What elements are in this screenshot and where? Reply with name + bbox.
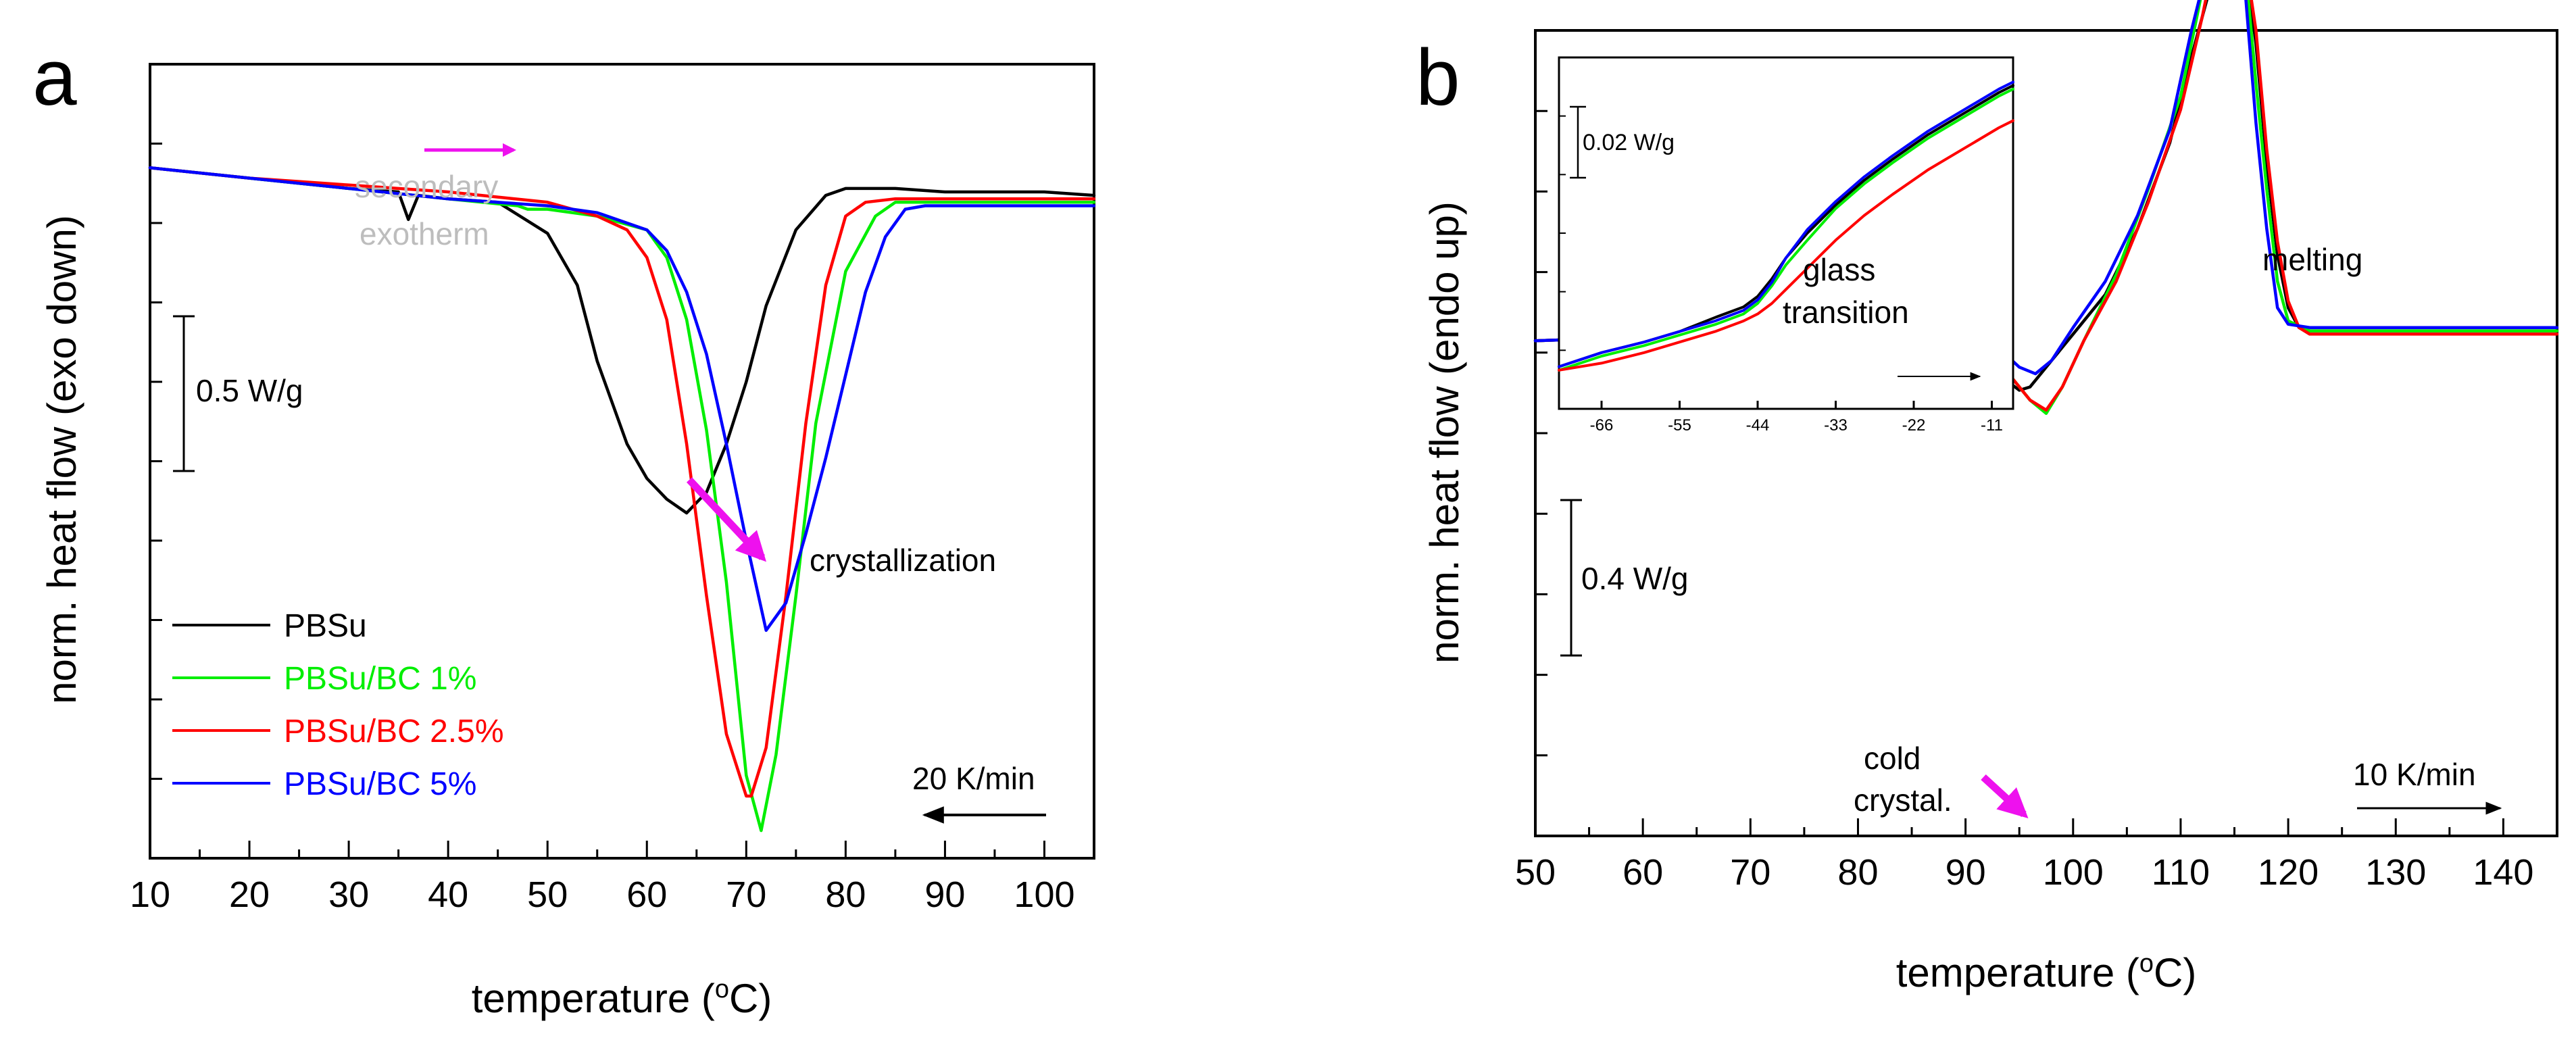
panel-a-x-tick-label: 50	[527, 874, 568, 915]
cold-label: cold	[1864, 741, 1921, 776]
crystallization-arrow	[686, 477, 767, 562]
melting-label: melting	[2262, 242, 2362, 277]
inset-frame	[1558, 56, 2014, 410]
panel-b-y-axis-title: norm. heat flow (endo up)	[1422, 201, 1467, 664]
panel-a-series	[148, 166, 1096, 833]
crystal-label: crystal.	[1854, 783, 1952, 818]
panel-a-x-axis-title: temperature (oC)	[472, 975, 772, 1021]
panel-b-y-ticks	[1535, 29, 1547, 837]
inset-x-tick-label: -55	[1668, 416, 1691, 435]
secondary-label: secondary	[355, 169, 498, 204]
panel-b-x-title-pre: temperature (	[1896, 950, 2139, 995]
inset-series-pbsu-bc-2-5	[1558, 119, 2014, 372]
inset-x-tick-label: -44	[1746, 416, 1770, 435]
panel-a-series-pbsu	[148, 166, 1096, 515]
inset-scale-bar: 0.02 W/g	[1570, 105, 1675, 179]
panel-b-scale-label: 0.4 W/g	[1581, 561, 1689, 596]
panel-a-x-title-degree: o	[715, 975, 729, 1004]
panel-a-x-tick-label: 100	[1014, 874, 1074, 915]
panel-a-x-tick-label: 40	[428, 874, 468, 915]
panel-b-x-ticks: 50 60 70 80 90 100 110 120 130 140	[1515, 818, 2533, 893]
panel-a-y-ticks	[150, 63, 162, 860]
inset-x-tick-label: -22	[1902, 416, 1926, 435]
panel-a-letter: a	[32, 33, 77, 122]
inset-x-tick-label: -66	[1590, 416, 1614, 435]
panel-b-letter: b	[1416, 33, 1460, 122]
panel-a-y-axis-title: norm. heat flow (exo down)	[39, 215, 84, 704]
panel-a-scale-bar: 0.5 W/g	[173, 315, 303, 472]
inset-x-tick-label: -11	[1981, 416, 2003, 435]
panel-a-series-pbsu-bc-2-5	[148, 166, 1096, 798]
crystallization-label: crystallization	[810, 543, 996, 578]
panel-b-x-title-degree: o	[2139, 949, 2154, 978]
panel-a: a 10 20 30 40 50 60 70 80 90 100 norm. heat flow …	[32, 33, 1096, 1021]
inset-series	[1558, 80, 2014, 372]
panel-a-scale-label: 0.5 W/g	[196, 373, 303, 408]
panel-a-x-ticks: 10 20 30 40 50 60 70 80 90 100	[130, 841, 1075, 915]
panel-a-series-pbsu-bc-1	[148, 166, 1096, 833]
panel-b-x-title-post: C)	[2154, 950, 2196, 995]
cold-crystal-arrow	[1981, 774, 2029, 818]
inset: -66 -55 -44 -33 -22 -11 0.02 W/g glass transi…	[1558, 56, 2014, 435]
panel-a-series-pbsu-bc-5	[148, 166, 1096, 633]
panel-b-x-tick-label: 50	[1515, 852, 1556, 893]
glass-label: glass	[1803, 252, 1875, 287]
panel-b: b 50 60 70 80 90 100 110 120 130 140 norm. heat f…	[1416, 0, 2559, 995]
inset-scale-label: 0.02 W/g	[1583, 130, 1675, 155]
panel-b-rate-label: 10 K/min	[2353, 757, 2476, 792]
panel-b-x-tick-label: 140	[2473, 852, 2533, 893]
panel-b-x-tick-label: 100	[2043, 852, 2104, 893]
legend-label-pbsu-bc-1: PBSu/BC 1%	[284, 661, 476, 697]
panel-b-x-tick-label: 130	[2365, 852, 2426, 893]
panel-a-x-title-post: C)	[729, 976, 772, 1021]
panel-a-x-tick-label: 10	[130, 874, 170, 915]
inset-series-pbsu-bc-1	[1558, 87, 2014, 372]
panel-a-rate-label: 20 K/min	[912, 761, 1035, 796]
inset-x-tick-label: -33	[1824, 416, 1848, 435]
transition-label: transition	[1783, 295, 1909, 330]
panel-a-x-tick-label: 90	[924, 874, 965, 915]
panel-b-x-tick-label: 70	[1730, 852, 1770, 893]
panel-a-x-tick-label: 80	[825, 874, 866, 915]
inset-x-ticks: -66 -55 -44 -33 -22 -11	[1559, 57, 2003, 435]
legend-label-pbsu-bc-5: PBSu/BC 5%	[284, 766, 476, 802]
panel-b-x-axis-title: temperature (oC)	[1896, 949, 2197, 995]
panel-b-x-tick-label: 90	[1946, 852, 1986, 893]
inset-series-pbsu-bc-5	[1558, 80, 2014, 368]
panel-a-x-tick-label: 70	[726, 874, 766, 915]
exotherm-label: exotherm	[360, 216, 489, 251]
legend-label-pbsu: PBSu	[284, 608, 367, 644]
panel-b-x-tick-label: 110	[2152, 852, 2210, 893]
panel-b-scale-bar: 0.4 W/g	[1560, 499, 1689, 657]
panel-a-x-title-pre: temperature (	[472, 976, 715, 1021]
panel-a-legend: PBSu PBSu/BC 1% PBSu/BC 2.5% PBSu/BC 5%	[172, 608, 504, 802]
panel-a-x-tick-label: 60	[626, 874, 667, 915]
panel-b-x-tick-label: 60	[1623, 852, 1663, 893]
panel-b-x-tick-label: 80	[1837, 852, 1878, 893]
panel-a-x-tick-label: 30	[328, 874, 369, 915]
panel-b-x-tick-label: 120	[2258, 852, 2319, 893]
panel-a-x-tick-label: 20	[229, 874, 270, 915]
legend-label-pbsu-bc-2-5: PBSu/BC 2.5%	[284, 714, 504, 749]
